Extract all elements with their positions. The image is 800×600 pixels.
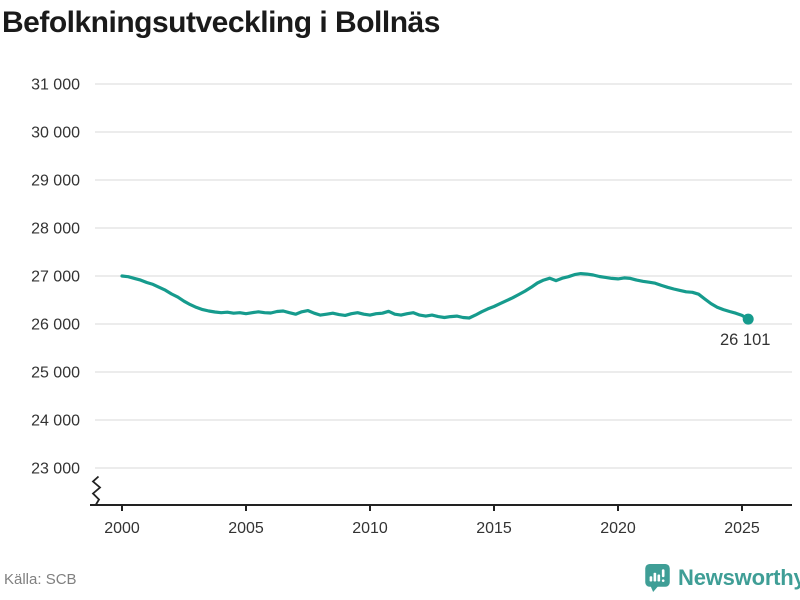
source-label: Källa: SCB	[4, 571, 77, 588]
last-value-label: 26 101	[720, 331, 770, 349]
x-tick-label: 2010	[352, 520, 388, 537]
x-tick-label: 2005	[228, 520, 264, 537]
y-tick-label: 28 000	[31, 221, 80, 238]
x-tick-label: 2000	[104, 520, 140, 537]
brand-name: Newsworthy	[678, 565, 800, 590]
y-tick-label: 25 000	[31, 365, 80, 382]
last-point-dot	[742, 313, 754, 325]
y-tick-label: 27 000	[31, 269, 80, 286]
newsworthy-bar-chart-bubble-icon	[645, 564, 670, 592]
y-tick-label: 26 000	[31, 317, 80, 334]
y-tick-label: 31 000	[31, 77, 80, 94]
x-tick-label: 2020	[600, 520, 636, 537]
x-tick-label: 2025	[724, 520, 760, 537]
newsworthy-logo: Newsworthy	[645, 564, 800, 592]
axis-break-icon	[91, 475, 102, 505]
y-tick-label: 29 000	[31, 173, 80, 190]
y-tick-label: 24 000	[31, 413, 80, 430]
page-title: Befolkningsutveckling i Bollnäs	[2, 6, 440, 39]
y-tick-label: 23 000	[31, 461, 80, 478]
population-line	[120, 272, 750, 321]
y-tick-label: 30 000	[31, 125, 80, 142]
x-tick-label: 2015	[476, 520, 512, 537]
